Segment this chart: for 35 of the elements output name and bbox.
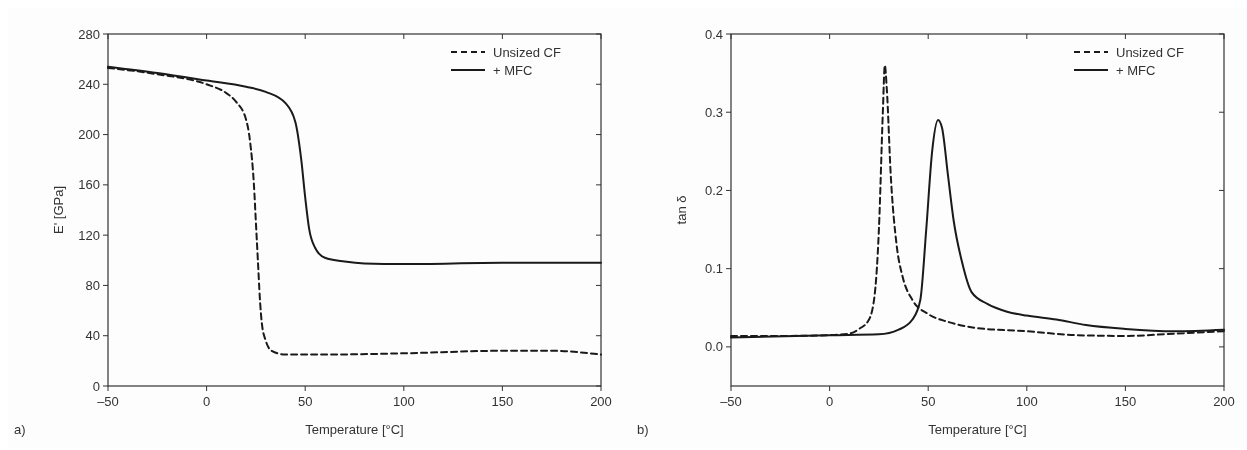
x-tick-label: 200: [590, 394, 612, 409]
x-axis-title: Temperature [°C]: [305, 422, 404, 437]
y-tick-label: 200: [78, 127, 100, 143]
x-tick-label: 0: [202, 394, 211, 409]
y-tick-label: 160: [78, 177, 100, 193]
y-tick-label: 0.3: [704, 104, 723, 120]
y-axis-title: tan δ: [674, 195, 689, 225]
y-tick-label: 0: [92, 378, 100, 394]
y-tick-label: 0.4: [704, 26, 723, 42]
x-tick-label: 50: [920, 394, 936, 409]
y-tick-label: 120: [78, 227, 100, 243]
text: 0.0: [704, 339, 723, 355]
x-tick-label: 100: [392, 394, 415, 409]
x-tick-label: –50: [720, 394, 742, 409]
legend-label: Unsized CF: [493, 44, 561, 60]
legend-label: Unsized CF: [1116, 44, 1184, 60]
text: a): [14, 422, 26, 437]
y-tick-label: 40: [85, 328, 100, 344]
text: b): [637, 422, 649, 437]
y-tick-label: 0.2: [704, 182, 723, 198]
y-tick-label: 0.1: [704, 261, 723, 277]
x-tick-label: 0: [825, 394, 834, 409]
y-tick-label: 240: [78, 76, 100, 92]
x-axis-title: Temperature [°C]: [928, 422, 1027, 437]
y-tick-label: 280: [78, 26, 100, 42]
x-tick-label: 150: [1114, 394, 1137, 409]
y-tick-label: 80: [85, 277, 100, 293]
legend-label: + MFC: [493, 62, 533, 78]
x-tick-label: 150: [491, 394, 514, 409]
x-tick-label: 50: [297, 394, 313, 409]
legend-label: + MFC: [1116, 62, 1156, 78]
x-tick-label: 100: [1015, 394, 1038, 409]
y-axis-title: E' [GPa]: [51, 185, 66, 235]
x-tick-label: 200: [1213, 394, 1235, 409]
x-tick-label: –50: [97, 394, 119, 409]
